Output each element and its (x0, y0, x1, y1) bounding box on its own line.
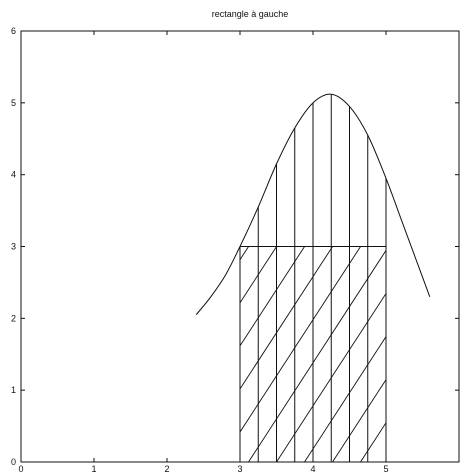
x-tick-label: 0 (18, 464, 23, 474)
y-tick-label: 0 (11, 457, 16, 467)
y-tick-label: 1 (11, 385, 16, 395)
chart-title: rectangle à gauche (212, 9, 289, 19)
hatch-line (248, 249, 386, 462)
y-tick-label: 6 (11, 26, 16, 36)
hatch-group (25, 246, 473, 463)
x-tick-label: 1 (91, 464, 96, 474)
plot-area: 0 1 2 3 4 5 0 1 2 3 4 5 6 (11, 26, 473, 474)
y-tick-label: 2 (11, 313, 16, 323)
hatch-line (81, 247, 221, 463)
hatch-line (304, 335, 386, 462)
hatch-line (276, 292, 386, 462)
x-tick-label: 2 (164, 464, 169, 474)
x-tick-label: 3 (237, 464, 242, 474)
hatch-line (240, 246, 361, 433)
x-tick-label: 5 (383, 464, 388, 474)
function-curve (195, 93, 431, 316)
hatch-line (240, 246, 277, 304)
hatch-line (240, 246, 333, 390)
x-tick-label: 4 (310, 464, 315, 474)
hatch-line (240, 246, 249, 261)
hatch-line (360, 421, 386, 462)
y-tick-label: 5 (11, 98, 16, 108)
y-tick-label: 4 (11, 170, 16, 180)
hatch-line (389, 247, 473, 463)
hatch-line (53, 247, 193, 463)
hatch-line (240, 246, 305, 347)
y-tick-label: 3 (11, 242, 16, 252)
hatch-line (25, 247, 165, 463)
hatch-line (332, 378, 386, 462)
